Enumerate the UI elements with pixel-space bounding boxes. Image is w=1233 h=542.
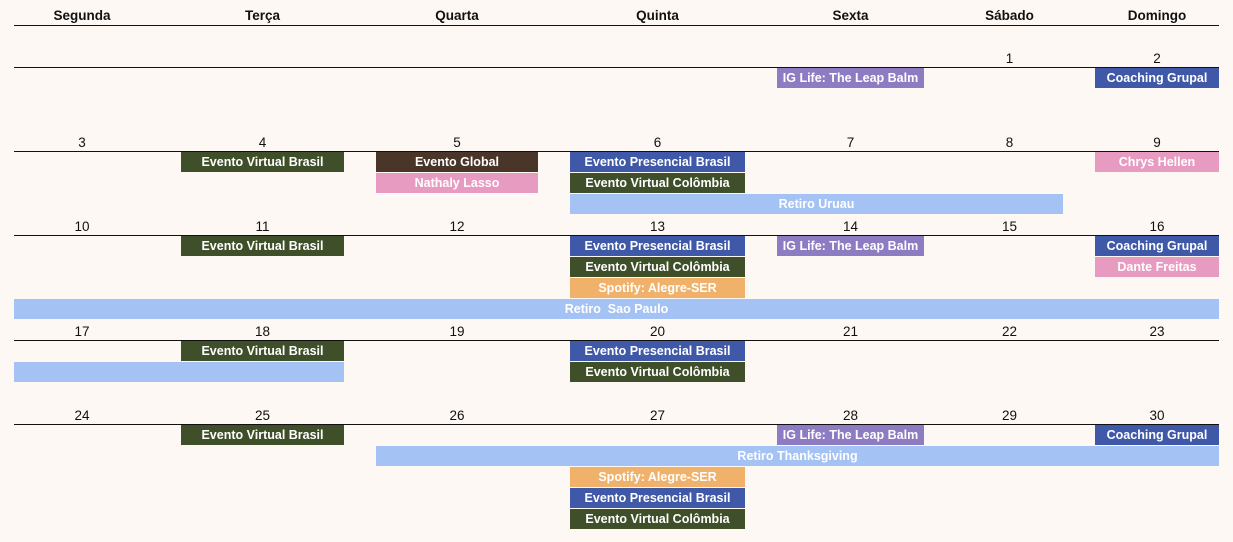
calendar-event[interactable]: Evento Virtual Brasil — [181, 341, 344, 361]
calendar-event[interactable]: Evento Virtual Brasil — [181, 425, 344, 445]
weekday-header-4: Sexta — [832, 8, 869, 23]
weekday-header-6: Domingo — [1127, 8, 1187, 23]
calendar-event[interactable]: IG Life: The Leap Balm — [777, 236, 924, 256]
day-number[interactable]: 23 — [1149, 324, 1165, 339]
calendar-event[interactable]: Evento Presencial Brasil — [570, 488, 745, 508]
day-number[interactable]: 29 — [1001, 408, 1018, 423]
calendar-event[interactable]: Evento Presencial Brasil — [570, 341, 745, 361]
day-number[interactable]: 16 — [1149, 219, 1165, 234]
day-number[interactable]: 15 — [1001, 219, 1018, 234]
calendar-event[interactable]: Evento Virtual Colômbia — [570, 362, 745, 382]
weekday-header-2: Quarta — [435, 8, 479, 23]
week-divider — [14, 424, 1219, 425]
day-number[interactable]: 6 — [653, 135, 662, 150]
day-number[interactable]: 21 — [842, 324, 859, 339]
calendar-event[interactable]: Spotify: Alegre-SER — [570, 467, 745, 487]
calendar-event[interactable]: Evento Virtual Brasil — [181, 152, 344, 172]
calendar-event[interactable]: Evento Presencial Brasil — [570, 152, 745, 172]
calendar-event[interactable]: Evento Virtual Colômbia — [570, 257, 745, 277]
calendar-event[interactable]: Evento Presencial Brasil — [570, 236, 745, 256]
weekday-header-5: Sábado — [985, 8, 1034, 23]
calendar-event[interactable]: Nathaly Lasso — [376, 173, 538, 193]
week-divider — [14, 235, 1219, 236]
day-number[interactable]: 30 — [1149, 408, 1165, 423]
weekday-header-0: Segunda — [53, 8, 111, 23]
day-number[interactable]: 12 — [449, 219, 465, 234]
calendar-event[interactable] — [14, 362, 344, 382]
day-number[interactable]: 1 — [1005, 51, 1014, 66]
weekday-header-1: Terça — [244, 8, 281, 23]
day-number[interactable]: 27 — [649, 408, 666, 423]
day-number[interactable]: 8 — [1005, 135, 1014, 150]
day-number[interactable]: 2 — [1153, 51, 1161, 66]
day-number[interactable]: 13 — [649, 219, 666, 234]
calendar-event[interactable]: Spotify: Alegre-SER — [570, 278, 745, 298]
day-number[interactable]: 28 — [842, 408, 859, 423]
header-divider — [14, 25, 1219, 26]
day-number[interactable]: 4 — [258, 135, 267, 150]
calendar-event[interactable]: Retiro Uruau — [570, 194, 1063, 214]
week-divider — [14, 340, 1219, 341]
calendar-event[interactable]: Evento Global — [376, 152, 538, 172]
day-number[interactable]: 11 — [255, 219, 270, 234]
day-number[interactable]: 5 — [453, 135, 461, 150]
day-number[interactable]: 14 — [842, 219, 859, 234]
weekday-header-3: Quinta — [636, 8, 679, 23]
calendar-event[interactable]: Evento Virtual Brasil — [181, 236, 344, 256]
day-number[interactable]: 26 — [449, 408, 465, 423]
day-number[interactable]: 10 — [74, 219, 90, 234]
day-number[interactable]: 20 — [649, 324, 666, 339]
calendar-event[interactable]: Dante Freitas — [1095, 257, 1219, 277]
calendar-event[interactable]: Coaching Grupal — [1095, 236, 1219, 256]
calendar-event[interactable]: Chrys Hellen — [1095, 152, 1219, 172]
calendar-event[interactable]: IG Life: The Leap Balm — [777, 68, 924, 88]
day-number[interactable]: 17 — [74, 324, 90, 339]
week-divider — [14, 67, 1219, 68]
calendar-event[interactable]: Coaching Grupal — [1095, 68, 1219, 88]
day-number[interactable]: 22 — [1001, 324, 1018, 339]
week-divider — [14, 151, 1219, 152]
day-number[interactable]: 19 — [449, 324, 465, 339]
day-number[interactable]: 18 — [254, 324, 271, 339]
calendar-event[interactable]: Coaching Grupal — [1095, 425, 1219, 445]
calendar-event[interactable]: Retiro Thanksgiving — [376, 446, 1219, 466]
day-number[interactable]: 25 — [254, 408, 271, 423]
day-number[interactable]: 3 — [78, 135, 86, 150]
day-number[interactable]: 24 — [74, 408, 90, 423]
calendar-event[interactable]: Evento Virtual Colômbia — [570, 509, 745, 529]
calendar-event[interactable]: Evento Virtual Colômbia — [570, 173, 745, 193]
calendar-event[interactable]: Retiro Sao Paulo — [14, 299, 1219, 319]
day-number[interactable]: 7 — [846, 135, 855, 150]
calendar-event[interactable]: IG Life: The Leap Balm — [777, 425, 924, 445]
day-number[interactable]: 9 — [1153, 135, 1161, 150]
